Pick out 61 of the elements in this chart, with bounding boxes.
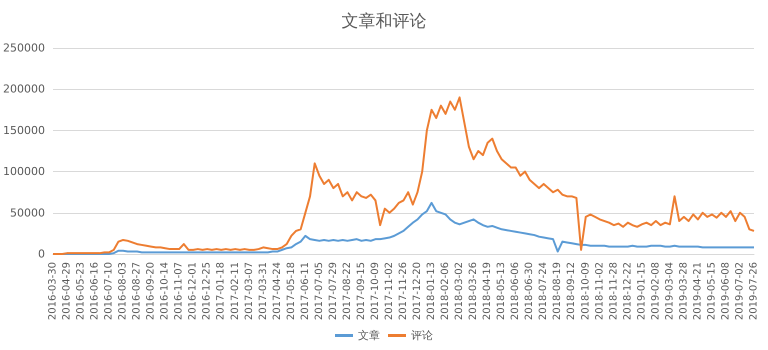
x-tick-label: 2016-03-30 — [47, 262, 58, 320]
x-tick-label: 2018-01-13 — [426, 262, 438, 320]
x-tick-label: 2016-05-23 — [76, 262, 87, 320]
x-tick-label: 2017-12-20 — [412, 262, 424, 320]
x-tick-label: 2017-01-18 — [216, 262, 227, 320]
x-tick-label: 2019-07-26 — [748, 262, 760, 320]
x-tick-label: 2018-02-06 — [440, 262, 452, 320]
x-tick-label: 2018-06-06 — [510, 262, 522, 320]
x-tick-label: 2017-03-07 — [244, 262, 255, 320]
x-tick-label: 2016-08-27 — [132, 262, 143, 320]
x-tick-label: 2019-06-08 — [720, 262, 732, 320]
y-tick-label: 50000 — [10, 206, 45, 220]
legend-label: 文章 — [358, 329, 380, 342]
x-tick-label: 2018-03-26 — [468, 262, 480, 320]
x-tick-label: 2017-10-09 — [370, 262, 381, 320]
chart-title: 文章和评论 — [342, 12, 426, 32]
x-tick-label: 2016-07-10 — [104, 262, 115, 320]
x-tick-label: 2017-06-11 — [300, 262, 311, 320]
x-tick-label: 2017-02-11 — [230, 262, 241, 320]
line-series — [52, 96, 755, 255]
x-tick-label: 2018-10-09 — [580, 262, 592, 320]
x-tick-label: 2018-11-28 — [608, 262, 620, 320]
x-tick-label: 2016-10-14 — [160, 262, 171, 320]
x-tick-label: 2017-11-26 — [398, 262, 409, 320]
x-tick-label: 2017-07-29 — [328, 262, 339, 320]
x-tick-label: 2018-09-12 — [566, 262, 578, 320]
y-tick-label: 250000 — [2, 42, 45, 54]
x-tick-label: 2019-07-02 — [734, 262, 746, 320]
x-tick-label: 2016-12-25 — [202, 262, 213, 320]
x-tick-label: 2016-11-07 — [174, 262, 185, 320]
x-tick-label: 2019-03-28 — [678, 262, 690, 320]
x-tick-label: 2018-08-19 — [552, 262, 564, 320]
x-tick-label: 2016-09-20 — [146, 262, 157, 320]
x-tick-label: 2018-04-19 — [482, 262, 494, 320]
y-tick-label: 200000 — [2, 82, 45, 96]
x-tick-label: 2019-05-15 — [706, 262, 718, 320]
x-tick-label: 2017-03-31 — [258, 262, 269, 320]
x-tick-label: 2017-05-18 — [286, 262, 297, 320]
legend-label: 评论 — [411, 329, 433, 342]
x-tick-label: 2017-04-24 — [272, 262, 283, 320]
x-tick-label: 2018-05-13 — [496, 262, 508, 320]
x-tick-label: 2019-03-04 — [664, 262, 676, 320]
x-tick-label: 2019-04-21 — [692, 262, 704, 320]
y-tick-label: 0 — [38, 248, 45, 260]
x-tick-label: 2016-04-29 — [62, 262, 73, 320]
y-tick-label: 100000 — [2, 165, 45, 178]
x-tick-label: 2018-12-22 — [622, 262, 634, 320]
x-tick-label: 2018-06-30 — [524, 262, 536, 320]
x-tick-label: 2019-02-08 — [650, 262, 662, 320]
x-tick-label: 2018-03-02 — [454, 262, 466, 320]
x-tick-label: 2016-06-16 — [90, 262, 101, 320]
x-tick-label: 2019-01-15 — [636, 262, 648, 320]
x-tick-label: 2017-11-02 — [384, 262, 395, 320]
x-tick-label: 2016-08-03 — [118, 262, 129, 320]
x-tick-label: 2017-09-15 — [356, 262, 367, 320]
x-tick-label: 2016-12-01 — [188, 262, 199, 320]
y-tick-label: 150000 — [2, 124, 45, 137]
x-tick-label: 2017-07-05 — [314, 262, 325, 320]
x-tick-label: 2018-07-24 — [538, 262, 550, 320]
x-tick-label: 2018-11-02 — [594, 262, 606, 320]
x-tick-label: 2017-08-22 — [342, 262, 353, 320]
